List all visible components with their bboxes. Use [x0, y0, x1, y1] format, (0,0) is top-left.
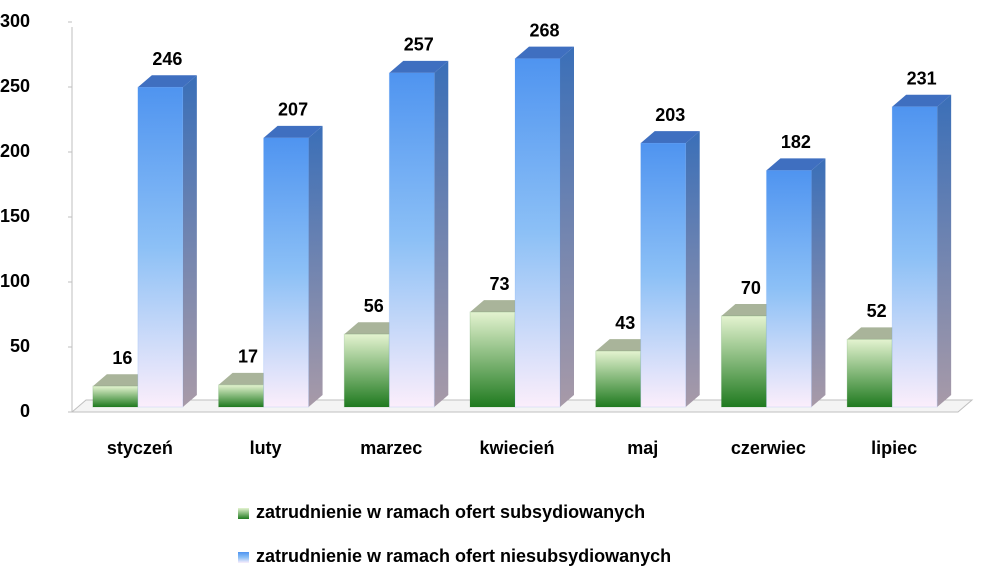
bar-side: [434, 60, 449, 408]
bar-top: [595, 339, 655, 352]
bar-side: [811, 158, 826, 407]
bar: [891, 94, 952, 408]
y-tick-label: 250: [0, 76, 30, 96]
bar-front: [765, 169, 812, 408]
value-label: 73: [489, 274, 509, 294]
bar: [137, 75, 197, 408]
bar-front: [514, 58, 561, 408]
x-tick-label: maj: [627, 438, 658, 458]
bar-front: [640, 142, 687, 408]
y-tick-label: 100: [0, 271, 30, 291]
bar-side: [308, 125, 323, 408]
y-tick-label: 300: [0, 11, 30, 31]
value-label: 268: [529, 20, 559, 40]
bar-top: [137, 75, 197, 88]
bar: [514, 46, 574, 408]
x-tick-label: lipiec: [871, 438, 917, 458]
x-tick-label: styczeń: [107, 438, 173, 458]
value-label: 16: [112, 348, 132, 368]
bar-top: [470, 300, 529, 313]
bar: [765, 158, 826, 408]
bar-top: [515, 46, 574, 59]
x-tick-label: marzec: [360, 438, 422, 458]
bar-front: [218, 384, 265, 408]
value-label: 207: [278, 100, 308, 120]
value-label: 43: [615, 313, 635, 333]
x-tick-label: kwiecień: [479, 438, 554, 458]
bar-top: [263, 125, 323, 138]
bar-top: [389, 60, 449, 73]
bar-top: [344, 322, 404, 335]
bar-top: [218, 372, 278, 385]
bar-front: [891, 106, 938, 408]
bar-top: [640, 131, 700, 144]
x-tick-label: luty: [250, 438, 282, 458]
value-label: 257: [404, 35, 434, 55]
bar-top: [892, 94, 952, 107]
value-label: 231: [907, 68, 937, 88]
bar-front: [720, 315, 767, 408]
value-label: 56: [364, 296, 384, 316]
value-label: 182: [781, 132, 811, 152]
bar-front: [343, 333, 390, 408]
y-tick-label: 150: [0, 206, 30, 226]
legend-label: zatrudnienie w ramach ofert niesubsydiow…: [256, 546, 671, 566]
y-tick-label: 50: [10, 336, 30, 356]
bar-front: [92, 385, 139, 408]
value-label: 203: [655, 105, 685, 125]
bar-side: [937, 94, 952, 407]
bar-top: [92, 374, 152, 387]
bar-side: [182, 75, 197, 407]
bar: [263, 125, 323, 408]
value-label: 17: [238, 347, 258, 367]
bar: [640, 131, 700, 408]
bar-front: [137, 86, 184, 408]
value-label: 246: [152, 49, 182, 69]
bar-front: [388, 72, 435, 408]
legend-swatch: [238, 552, 249, 563]
bar-front: [263, 137, 310, 408]
legend-label: zatrudnienie w ramach ofert subsydiowany…: [256, 502, 645, 522]
value-label: 70: [741, 278, 761, 298]
bar-top: [721, 304, 781, 316]
bar-top: [766, 158, 826, 171]
value-label: 52: [867, 301, 887, 321]
y-tick-label: 0: [20, 401, 30, 421]
bar-front: [595, 350, 642, 408]
bar-front: [469, 311, 516, 408]
bar-side: [685, 131, 700, 407]
bar-front: [846, 338, 893, 408]
bar: [388, 60, 449, 408]
bar-top: [847, 327, 907, 340]
y-tick-label: 200: [0, 141, 30, 161]
x-tick-label: czerwiec: [731, 438, 806, 458]
legend-swatch: [238, 508, 249, 519]
bar-side: [560, 46, 574, 407]
